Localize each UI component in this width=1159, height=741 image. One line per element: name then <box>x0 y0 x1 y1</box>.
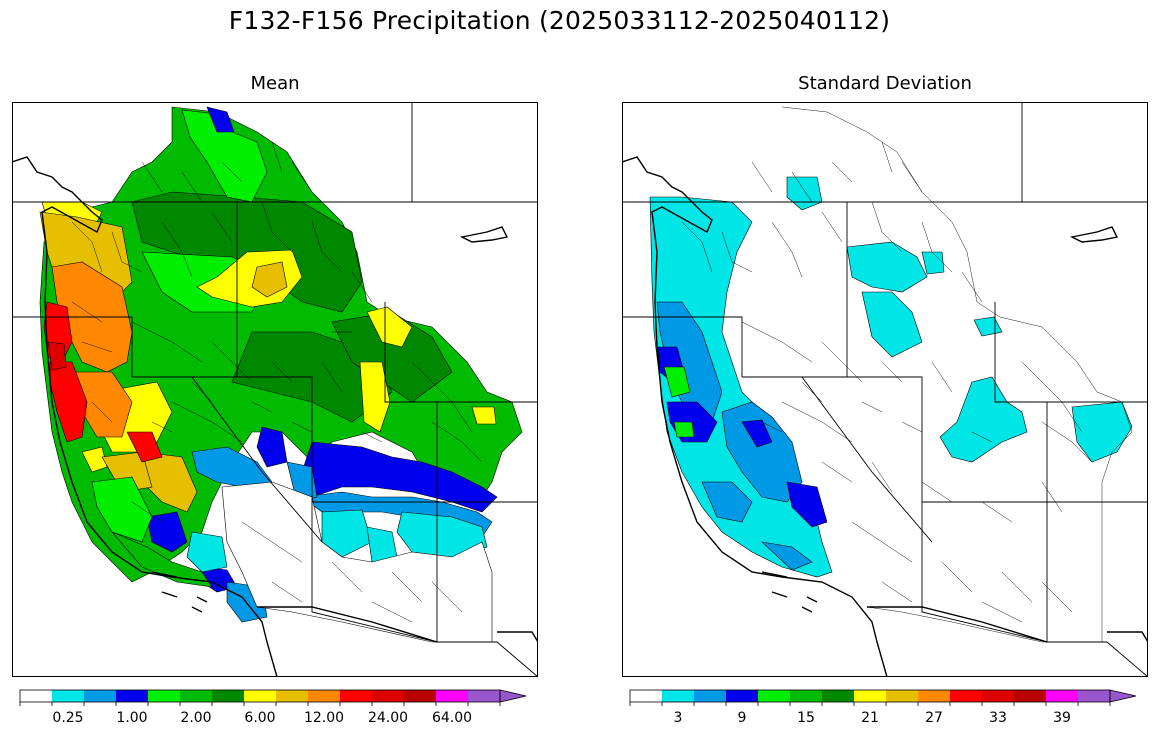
mean-state-borders <box>12 102 538 677</box>
figure-title: F132-F156 Precipitation (2025033112-2025… <box>228 6 891 35</box>
colorbar-swatch <box>180 690 213 702</box>
colorbar-extend-arrow <box>499 689 527 703</box>
colorbar-swatch <box>1078 690 1111 702</box>
colorbar-tick-label: 24.00 <box>368 710 408 726</box>
colorbar-swatch <box>886 690 919 702</box>
colorbar-tick-label: 21 <box>861 710 879 726</box>
colorbar-swatch <box>790 690 823 702</box>
colorbar-swatch <box>436 690 469 702</box>
colorbar-swatch <box>52 690 85 702</box>
mean-precip-map <box>12 102 538 677</box>
colorbar-swatch <box>308 690 341 702</box>
colorbar-swatch <box>694 690 727 702</box>
colorbar-tick-label: 33 <box>989 710 1007 726</box>
colorbar-swatch <box>1014 690 1047 702</box>
colorbar-swatch <box>244 690 277 702</box>
colorbar-frame <box>19 689 501 703</box>
colorbar-swatch <box>822 690 855 702</box>
colorbar-frame <box>629 689 1111 703</box>
stddev-precip-map <box>622 102 1148 677</box>
colorbar-stddev: 3 9 15 21 27 33 39 <box>629 689 1137 726</box>
colorbar-swatch <box>468 690 501 702</box>
colorbar-swatch <box>116 690 149 702</box>
colorbar-swatch <box>20 690 53 702</box>
colorbar-swatch <box>276 690 309 702</box>
colorbar-swatch <box>212 690 245 702</box>
colorbar-tick-label: 39 <box>1053 710 1071 726</box>
mean-basin-fills <box>39 106 523 643</box>
colorbar-swatch <box>950 690 983 702</box>
colorbar-tick-label: 9 <box>738 710 747 726</box>
colorbar-tick-label: 2.00 <box>180 710 211 726</box>
stddev-basin-fills <box>649 176 1133 578</box>
stddev-coastline <box>622 156 1148 677</box>
stddev-state-borders <box>622 102 1148 677</box>
colorbar-swatch <box>982 690 1015 702</box>
mean-coastline <box>12 156 538 677</box>
colorbar-swatch <box>758 690 791 702</box>
colorbar-swatch <box>148 690 181 702</box>
colorbar-tick-label: 3 <box>674 710 683 726</box>
colorbar-swatch <box>854 690 887 702</box>
colorbar-tick-label: 6.00 <box>244 710 275 726</box>
colorbar-tick-label: 0.25 <box>52 710 83 726</box>
colorbar-swatch <box>404 690 437 702</box>
colorbar-swatch <box>340 690 373 702</box>
colorbar-swatch <box>662 690 695 702</box>
panel-title-stddev: Standard Deviation <box>798 73 972 94</box>
colorbar-swatch <box>1046 690 1079 702</box>
colorbar-mean: 0.25 1.00 2.00 6.00 12.00 24.00 64.00 <box>19 689 527 726</box>
colorbar-tick-label: 27 <box>925 710 943 726</box>
colorbar-tick-label: 1.00 <box>116 710 147 726</box>
colorbar-tick-label: 64.00 <box>432 710 472 726</box>
panel-title-mean: Mean <box>250 73 300 94</box>
colorbar-swatch <box>630 690 663 702</box>
colorbar-swatch <box>372 690 405 702</box>
colorbar-tick-label: 15 <box>797 710 815 726</box>
colorbar-tick-label: 12.00 <box>304 710 344 726</box>
colorbar-extend-arrow <box>1109 689 1137 703</box>
colorbar-swatch <box>726 690 759 702</box>
colorbar-swatch <box>918 690 951 702</box>
mean-basin-outlines <box>71 141 483 623</box>
colorbar-swatch <box>84 690 117 702</box>
